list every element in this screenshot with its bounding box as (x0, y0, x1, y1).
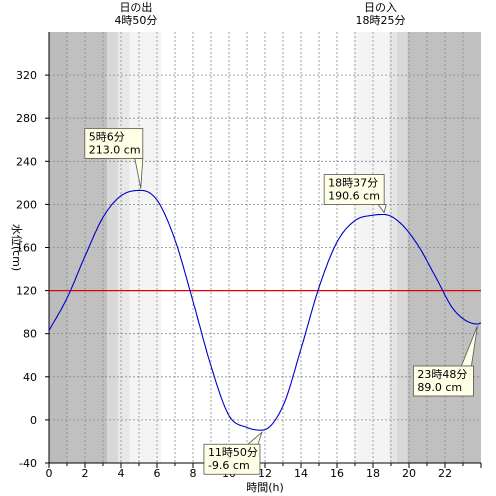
x-tick-label: 16 (330, 467, 344, 480)
y-tick-label: -40 (19, 457, 37, 470)
y-tick-label: 40 (23, 371, 37, 384)
y-tick-label: 280 (16, 112, 37, 125)
y-axis-title: 水位(cm) (10, 224, 24, 271)
y-tick-label: 200 (16, 198, 37, 211)
x-tick-label: 0 (46, 467, 53, 480)
annotation-box (84, 127, 144, 159)
annotation-box (323, 174, 385, 205)
annotation-box (412, 365, 474, 397)
x-tick-label: 2 (82, 467, 89, 480)
series-layer (48, 189, 482, 431)
annotation-value: 213.0 cm (89, 143, 141, 156)
y-tick-label: 0 (30, 414, 37, 427)
annotation-time: 18時37分 (328, 177, 378, 190)
annotation-value: 89.0 cm (417, 381, 462, 394)
axes: -400408012016020024028032002468101214161… (10, 32, 482, 494)
annotation-value: -9.6 cm (208, 459, 250, 472)
x-tick-label: 18 (366, 467, 380, 480)
annotation-box (203, 443, 261, 475)
x-tick-label: 4 (118, 467, 125, 480)
y-tick-label: 120 (16, 285, 37, 298)
sunset-time: 18時25分 (356, 14, 406, 27)
annotation-time: 23時48分 (417, 368, 467, 381)
x-tick-label: 20 (402, 467, 416, 480)
sunrise-time: 4時50分 (114, 14, 157, 27)
sunrise-label: 日の出 (119, 0, 152, 14)
sunset-label: 日の入 (364, 1, 397, 14)
x-tick-label: 6 (154, 467, 161, 480)
x-axis-title: 時間(h) (246, 481, 284, 494)
annotation-callout: 11時50分-9.6 cm (203, 431, 263, 475)
annotation-time: 11時50分 (208, 446, 258, 459)
x-tick-label: 12 (258, 467, 272, 480)
tide-series-line (48, 189, 482, 431)
y-tick-label: 160 (16, 242, 37, 255)
daylight-band (107, 32, 118, 463)
annotation-time: 5時6分 (89, 130, 125, 143)
annotation-value: 190.6 cm (328, 190, 380, 203)
x-tick-label: 8 (190, 467, 197, 480)
y-tick-label: 240 (16, 155, 37, 168)
y-tick-label: 80 (23, 328, 37, 341)
daylight-band (117, 32, 130, 463)
daylight-band (353, 32, 390, 463)
x-tick-label: 14 (294, 467, 308, 480)
x-tick-label: 22 (438, 467, 452, 480)
y-tick-label: 320 (16, 69, 37, 82)
